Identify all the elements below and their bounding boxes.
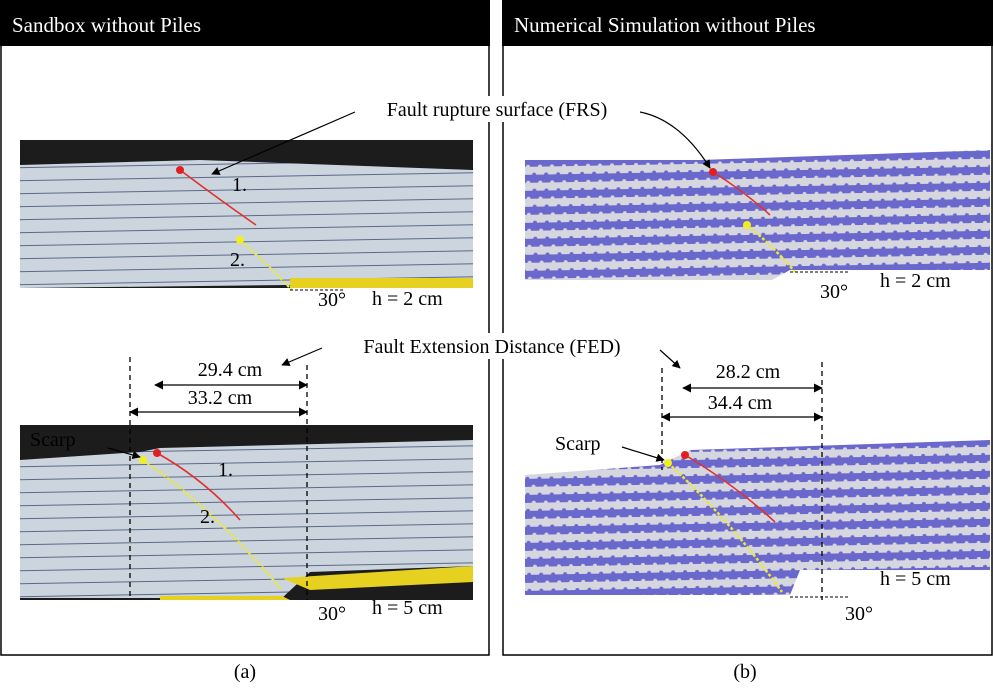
caption: (b) — [733, 661, 756, 683]
height-label: h = 2 cm — [372, 288, 443, 310]
fault-label: 2. — [230, 249, 245, 271]
fault-label: 1. — [218, 459, 233, 481]
dimension-label: 33.2 cm — [188, 387, 253, 409]
scarp-label: Scarp — [555, 433, 601, 455]
pointer — [211, 111, 356, 175]
pointer — [281, 347, 323, 366]
angle-label: 30° — [820, 281, 848, 303]
panel-title: Numerical Simulation without Piles — [514, 13, 816, 37]
annotation: Fault Extension Distance (FED) — [363, 336, 620, 358]
height-label: h = 5 cm — [372, 597, 443, 619]
pointer — [659, 349, 681, 369]
panel-title: Sandbox without Piles — [12, 13, 201, 37]
annotation: Fault rupture surface (FRS) — [387, 99, 608, 121]
sandbox-photo — [20, 425, 473, 600]
annotation-bg — [355, 96, 645, 122]
title-bar — [0, 0, 490, 46]
annotation-bg — [325, 333, 660, 359]
dimension-label: 34.4 cm — [708, 392, 773, 414]
angle-label: 30° — [318, 603, 346, 625]
dimension-label: 28.2 cm — [716, 361, 781, 383]
title-bar — [502, 0, 993, 46]
fault-label: 2. — [200, 506, 215, 528]
pointer — [639, 111, 711, 169]
caption: (a) — [234, 661, 256, 683]
simulation-image — [525, 150, 990, 280]
height-label: h = 5 cm — [880, 568, 951, 590]
angle-label: 30° — [318, 289, 346, 311]
simulation-image — [525, 440, 990, 598]
dimension-label: 29.4 cm — [198, 359, 263, 381]
fault-label: 1. — [232, 174, 247, 196]
scarp-label: Scarp — [30, 429, 76, 451]
sandbox-photo — [20, 140, 473, 291]
height-label: h = 2 cm — [880, 270, 951, 292]
pointer — [107, 447, 141, 459]
pointer — [621, 446, 665, 462]
angle-label: 30° — [845, 603, 873, 625]
